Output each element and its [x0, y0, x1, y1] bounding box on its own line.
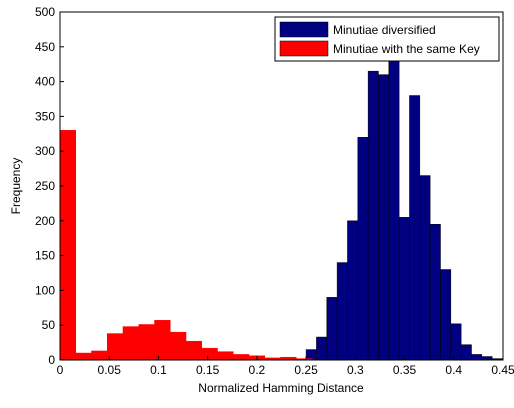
y-tick-label: 200 — [35, 214, 55, 228]
y-tick-label: 500 — [35, 5, 55, 19]
x-tick-label: 0.3 — [347, 363, 364, 377]
legend-swatch — [279, 21, 329, 38]
bar — [409, 95, 421, 361]
bar — [471, 354, 483, 361]
x-tick-label: 0.05 — [98, 363, 122, 377]
bar — [170, 331, 187, 361]
bar — [201, 347, 218, 361]
legend-label: Minutiae with the same Key — [333, 42, 480, 56]
bar — [233, 354, 250, 361]
y-tick-label: 50 — [42, 318, 56, 332]
bar — [398, 217, 410, 361]
bar — [326, 297, 338, 361]
bar — [154, 320, 171, 361]
y-tick-label: 250 — [35, 179, 55, 193]
legend-label: Minutiae diversified — [333, 23, 436, 37]
y-tick-label: 300 — [35, 144, 55, 158]
bar — [122, 326, 140, 361]
x-tick-label: 0 — [57, 363, 64, 377]
y-tick-label: 350 — [35, 109, 55, 123]
bar — [138, 324, 155, 361]
bar — [481, 356, 493, 361]
bar — [419, 175, 431, 361]
bar — [185, 340, 203, 361]
bar — [357, 137, 369, 361]
bar — [91, 350, 108, 361]
y-tick-label: 0 — [48, 353, 55, 367]
bar — [440, 269, 452, 361]
bar — [460, 344, 472, 361]
bar — [378, 74, 390, 361]
x-tick-label: 0.1 — [150, 363, 167, 377]
y-tick-label: 400 — [35, 75, 55, 89]
y-tick-label: 150 — [35, 249, 55, 263]
bar — [367, 70, 379, 361]
bar — [316, 336, 328, 361]
legend-swatch — [279, 40, 329, 57]
bar — [450, 323, 462, 361]
y-axis-label: Frequency — [9, 158, 23, 215]
y-tick-label: 100 — [35, 283, 55, 297]
x-tick-label: 0.25 — [294, 363, 318, 377]
x-tick-label: 0.2 — [249, 363, 266, 377]
bar — [347, 220, 359, 361]
bar — [429, 224, 441, 361]
x-axis-label: Normalized Hamming Distance — [198, 381, 364, 395]
x-tick-label: 0.4 — [445, 363, 462, 377]
x-tick-label: 0.35 — [393, 363, 417, 377]
bar — [75, 352, 92, 361]
bar — [388, 60, 400, 361]
x-tick-label: 0.15 — [196, 363, 220, 377]
bar — [217, 351, 234, 361]
y-tick-label: 450 — [35, 40, 55, 54]
x-tick-label: 0.45 — [491, 363, 514, 377]
bar — [336, 262, 348, 361]
